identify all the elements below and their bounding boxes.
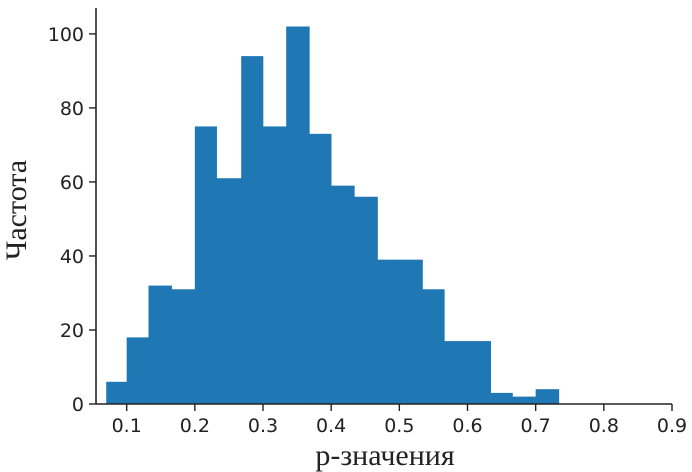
histogram-bar-11	[331, 185, 355, 404]
x-tick-label: 0.2	[180, 415, 210, 437]
x-tick-label: 0.8	[589, 415, 619, 437]
histogram-bar-5	[194, 126, 217, 405]
y-tick-label: 60	[60, 172, 84, 194]
x-axis-ticks: 0.1 0.2 0.3 0.4 0.5 0.6 0.7 0.8 0.9	[112, 404, 687, 437]
y-axis-title: Частота	[0, 160, 33, 260]
y-axis-ticks: 0 20 40 60 80 100	[48, 24, 96, 416]
histogram-bar-16	[444, 341, 468, 404]
y-tick-label: 40	[60, 246, 84, 268]
histogram-bar-19	[512, 396, 536, 404]
x-tick-label: 0.7	[521, 415, 551, 437]
x-tick-label: 0.3	[248, 415, 278, 437]
histogram-bar-17	[467, 341, 491, 404]
x-tick-label: 0.4	[316, 415, 346, 437]
histogram-bar-8	[263, 126, 287, 405]
histogram-bar-2	[126, 337, 149, 404]
x-tick-label: 0.6	[452, 415, 482, 437]
histogram-bar-3	[148, 285, 172, 404]
y-tick-label: 20	[60, 320, 84, 342]
bars-group	[106, 26, 560, 405]
x-tick-label: 0.9	[657, 415, 687, 437]
histogram-bar-14	[399, 259, 423, 404]
histogram-bar-15	[422, 289, 445, 404]
histogram-bar-13	[377, 259, 400, 404]
x-tick-label: 0.1	[112, 415, 142, 437]
x-tick-label: 0.5	[384, 415, 414, 437]
histogram-bar-12	[354, 196, 378, 404]
histogram-bar-1	[106, 381, 127, 404]
histogram-bar-10	[309, 133, 332, 404]
histogram-bar-9	[286, 26, 310, 405]
y-tick-label: 80	[60, 98, 84, 120]
histogram-bar-20	[535, 389, 560, 404]
y-tick-label: 100	[48, 24, 84, 46]
x-axis-title: p-значения	[315, 439, 455, 472]
histogram-bar-4	[171, 289, 196, 404]
histogram-bar-18	[490, 392, 513, 404]
histogram-bar-7	[241, 56, 264, 404]
y-tick-label: 0	[72, 394, 84, 416]
histogram-bar-6	[216, 178, 242, 404]
